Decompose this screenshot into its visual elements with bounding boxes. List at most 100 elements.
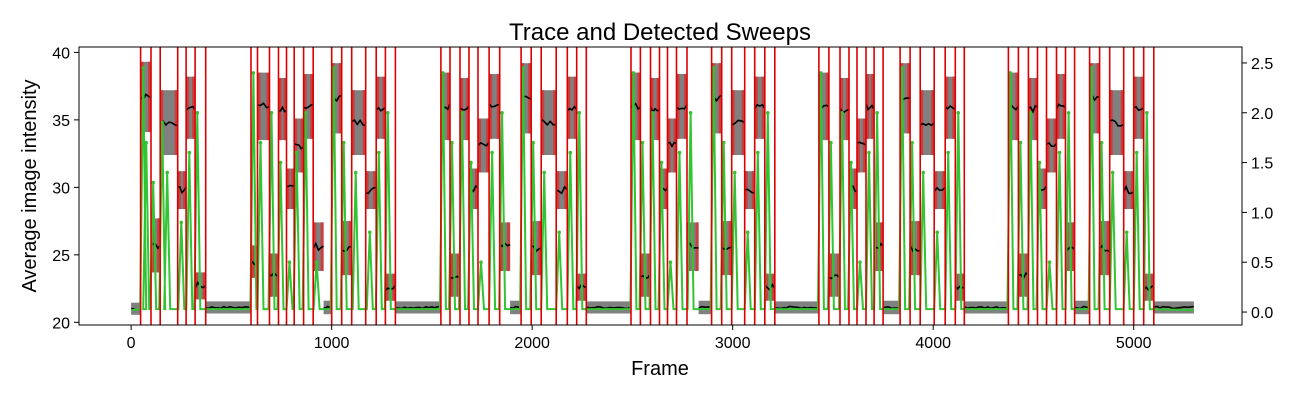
x-tick-label: 3000 (715, 335, 751, 352)
y-tick-label: 25 (52, 248, 70, 265)
trace-mean-line (909, 244, 921, 252)
trace-highlight-edge (1143, 273, 1147, 301)
green-peak-point (1066, 111, 1071, 115)
green-peak-point (368, 230, 372, 235)
y-tick-label: 35 (52, 113, 70, 130)
trace-band-segment (676, 74, 687, 139)
trace-highlight-edge (640, 253, 644, 297)
green-peak-point (314, 260, 319, 265)
trace-mean-line (667, 141, 677, 148)
green-peak-point (1057, 150, 1062, 155)
green-peak-point (910, 140, 914, 145)
y-axis-left: 20 25 30 35 40 (52, 45, 79, 332)
green-peak-point (858, 260, 862, 265)
trace-band-segment (631, 72, 641, 141)
trace-highlight-edge (846, 78, 849, 141)
green-peak-point (711, 66, 716, 70)
trace-mean-line (1028, 104, 1038, 114)
trace-band-segment (331, 63, 342, 134)
green-peak-point (460, 111, 464, 115)
trace-band-segment (857, 118, 866, 173)
trace-band-segment (313, 222, 324, 271)
trace-highlight-edge (656, 78, 660, 141)
trace-highlight-edge (718, 63, 722, 134)
green-peak-point (766, 111, 770, 115)
green-peak-point (1124, 230, 1129, 235)
plot-frame (78, 46, 1243, 326)
green-peak-point (1018, 140, 1023, 145)
trace-band-segment (556, 171, 568, 209)
trace-band-segment (849, 168, 857, 209)
green-peak-point (258, 140, 263, 145)
trace-mean-line (856, 141, 867, 146)
green-peak-point (1008, 71, 1013, 75)
trace-band-segment (251, 245, 258, 278)
x-tick-label: 4000 (915, 335, 951, 352)
trace-highlight-edge (457, 253, 460, 297)
trace-mean-line (1109, 119, 1124, 127)
trace-mean-line (293, 143, 305, 150)
trace-band-segment (286, 168, 295, 209)
green-peak-point (840, 111, 844, 115)
green-peak-point (721, 140, 726, 145)
trace-highlight-edge (385, 273, 389, 301)
trace-band-segment (531, 221, 542, 276)
trace-mean-line (1046, 142, 1058, 148)
trace-band-segment (945, 76, 956, 139)
trace-band-segment (521, 63, 532, 134)
trace-mean-line (257, 102, 270, 109)
trace-highlight-edge (667, 118, 671, 173)
trace-highlight-edge (857, 118, 860, 173)
trace-highlight-edge (496, 74, 500, 139)
trace-band-segment (840, 78, 849, 141)
trace-highlight-edge (174, 90, 178, 155)
trace-highlight-edge (942, 171, 946, 209)
trace-highlight-edge (303, 74, 307, 139)
trace-highlight-edge (186, 76, 190, 139)
green-peak-point (1028, 111, 1033, 115)
trace-mean-line (675, 104, 688, 111)
green-peak-point (195, 111, 200, 115)
green-peak-point (849, 160, 853, 165)
green-peak-point (732, 170, 737, 175)
trace-highlight-edge (673, 118, 677, 173)
green-peak-point (935, 230, 939, 235)
green-peak-point (568, 150, 573, 155)
trace-highlight-edge (294, 118, 298, 173)
trace-highlight-edge (365, 171, 369, 209)
trace-mean-line (312, 241, 325, 252)
trace-mean-line (477, 141, 490, 147)
trace-mean-line (865, 103, 875, 112)
trace-mean-line (488, 103, 500, 108)
trace-mean-line (944, 105, 956, 111)
trace-mean-line (649, 106, 660, 115)
trace-highlight-edge (373, 171, 377, 209)
green-peak-point (278, 160, 283, 165)
trace-band-segment (754, 76, 765, 139)
trace-highlight-edge (450, 253, 453, 297)
trace-band-segment (866, 74, 874, 139)
trace-highlight-edge (1028, 78, 1032, 141)
trace-highlight-edge (541, 90, 545, 155)
green-peak-point (144, 140, 148, 145)
y-tick-label: 40 (52, 45, 70, 62)
trace-highlight-edge (362, 90, 366, 155)
green-peak-point (677, 150, 682, 155)
trace-band-segment (1008, 72, 1019, 141)
trace-mean-line (1098, 244, 1110, 253)
trace-mean-line (828, 274, 841, 280)
trace-highlight-edge (676, 74, 680, 139)
trace-mean-line (1153, 305, 1195, 310)
trace-highlight-edge (1109, 90, 1113, 155)
trace-highlight-edge (741, 90, 745, 155)
green-peak-point (251, 71, 256, 75)
trace-band-segment (920, 90, 935, 155)
trace-highlight-edge (177, 171, 181, 209)
trace-highlight-edge (751, 171, 755, 209)
trace-mean-line (555, 185, 568, 195)
trace-highlight-edge (840, 78, 843, 141)
green-peak-point (650, 111, 655, 115)
trace-band-segment (478, 118, 489, 173)
trace-mean-line (839, 107, 850, 113)
trace-mean-line (177, 186, 187, 195)
